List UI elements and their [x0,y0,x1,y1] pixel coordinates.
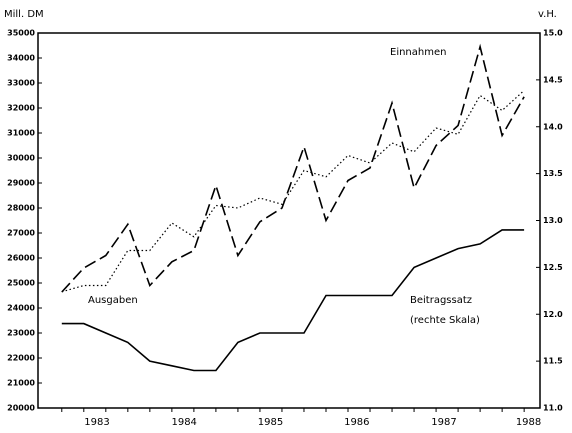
x-tick-label: 1987 [431,417,456,428]
y2-tick-label: 11.0 [543,404,563,413]
y-tick-label: 34000 [7,54,35,63]
y2-tick-label: 12.5 [543,263,563,272]
y-tick-label: 30000 [7,154,35,163]
series-line [61,43,525,293]
y-axis-label: Mill. DM [4,9,44,20]
y-tick-label: 23000 [7,329,35,338]
y2-axis-label: v.H. [538,9,557,20]
x-tick-label: 1988 [516,417,541,428]
series-line [61,229,525,372]
y2-tick-label: 15.0 [543,29,563,38]
annotation: Ausgaben [88,295,138,306]
y-tick-label: 27000 [7,229,35,238]
y-tick-label: 21000 [7,379,35,388]
y-tick-label: 22000 [7,354,35,363]
y2-tick-label: 12.0 [543,310,563,319]
y-tick-label: 25000 [7,279,35,288]
x-tick-label: 1985 [258,417,283,428]
y-tick-label: 33000 [7,79,35,88]
y2-tick-label: 11.5 [543,357,563,366]
y-tick-label: 35000 [7,29,35,38]
y2-tick-label: 14.0 [543,122,563,131]
y2-tick-label: 14.5 [543,75,563,84]
annotation: Beitragssatz [410,295,472,306]
annotation: Einnahmen [390,47,446,58]
y-tick-label: 20000 [7,404,35,413]
x-tick-label: 1983 [84,417,109,428]
y-tick-label: 29000 [7,179,35,188]
annotation: (rechte Skala) [410,315,480,326]
y-tick-label: 24000 [7,304,35,313]
y2-tick-label: 13.0 [543,216,563,225]
x-tick-label: 1984 [171,417,196,428]
y2-tick-label: 13.5 [543,169,563,178]
y-tick-label: 32000 [7,104,35,113]
y-tick-label: 26000 [7,254,35,263]
y-tick-label: 28000 [7,204,35,213]
series-line [61,90,525,293]
y-tick-label: 31000 [7,129,35,138]
x-tick-label: 1986 [344,417,369,428]
